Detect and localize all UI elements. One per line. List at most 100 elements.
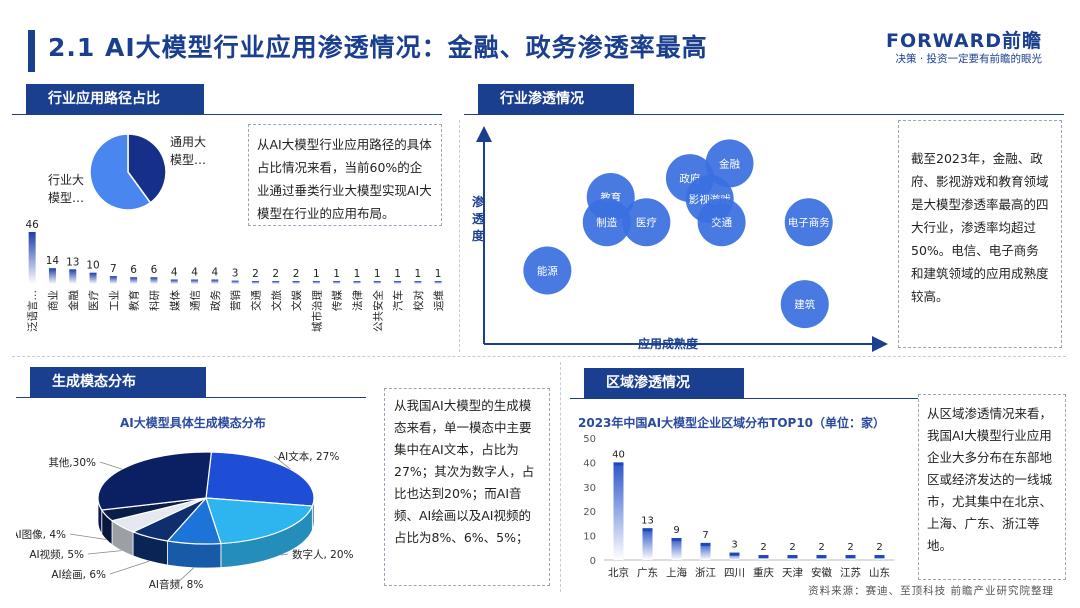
category-label: 教育	[128, 290, 141, 311]
bar-value-label: 2	[789, 542, 795, 553]
bubble	[705, 139, 754, 188]
bar-value-label: 1	[313, 268, 320, 280]
bar-cap	[845, 555, 856, 559]
bar	[191, 279, 199, 284]
bubble-label: 制造	[596, 216, 617, 229]
leader-line	[109, 560, 150, 575]
bar-value-label: 1	[394, 268, 401, 280]
bar-value-label: 40	[612, 449, 625, 460]
bar	[394, 281, 402, 284]
modality-chart-title: AI大模型具体生成模态分布	[120, 416, 266, 430]
section-head-penetration: 行业渗透情况	[478, 84, 634, 114]
x-axis-label: 应用成熟度	[638, 336, 699, 351]
bubble	[523, 246, 572, 295]
bar-cap	[613, 462, 624, 466]
pie-slice	[89, 133, 152, 211]
category-label: 媒体	[168, 290, 181, 311]
note-path-share: 从AI大模型行业应用路径的具体占比情况来看，当前60%的企业通过垂类行业大模型实…	[248, 124, 442, 226]
bar	[170, 279, 178, 284]
bar-cap	[874, 555, 885, 559]
bar	[150, 277, 158, 284]
category-label: 浙江	[695, 567, 716, 579]
category-label: 营销	[229, 290, 242, 311]
bar-value-label: 14	[46, 255, 60, 267]
bubble-label: 医疗	[636, 216, 658, 229]
bar-cap	[758, 555, 769, 559]
bar	[671, 538, 682, 560]
bar-value-label: 2	[272, 268, 279, 280]
bar-value-label: 4	[191, 266, 198, 278]
section-head-modality: 生成模态分布	[30, 367, 206, 397]
section-underline	[570, 398, 930, 399]
industry-bar-chart: 46 泛语言… 14 商业 13 金融 10 医疗 7 工业 6 教育 6 科研 4 媒体 4 通信 4 政务 3 营销 2…	[25, 219, 445, 332]
category-label: 法律	[351, 290, 364, 311]
category-label: 泛语言…	[26, 290, 39, 332]
category-label: 科研	[148, 290, 161, 311]
bubble-label: 建筑	[794, 298, 815, 311]
bar	[312, 281, 320, 284]
pie-slice	[205, 451, 315, 507]
leader-line	[99, 461, 123, 470]
pie-label: AI音频, 8%	[149, 578, 204, 591]
category-label: 江苏	[840, 566, 861, 579]
bar-value-label: 2	[818, 542, 824, 553]
category-label: 交通	[249, 290, 262, 311]
pie-label: 数字人, 20%	[292, 548, 354, 561]
bar	[109, 276, 117, 284]
y-tick-label: 30	[583, 483, 596, 494]
leader-line	[87, 550, 122, 555]
section-head-path-share: 行业应用路径占比	[26, 84, 204, 114]
source-note: 资料来源：赛迪、至顶科技 前瞻产业研究院整理	[808, 585, 1054, 597]
section-underline	[464, 114, 1064, 115]
bar-cap	[642, 528, 653, 532]
modality-pie-chart: AI文本, 27% 数字人, 20% AI音频, 8% AI绘画, 6% AI视频, 5…	[16, 450, 354, 591]
divider-vertical	[459, 120, 460, 352]
bar	[69, 269, 77, 284]
y-tick-label: 20	[583, 507, 596, 518]
section-underline	[16, 397, 366, 398]
bar-value-label: 2	[876, 542, 882, 553]
section-head-region: 区域渗透情况	[584, 368, 744, 398]
pie-slice	[127, 133, 167, 204]
bar	[700, 542, 711, 560]
bubble	[780, 280, 829, 329]
category-label: 汽车	[392, 290, 405, 311]
bar	[251, 281, 259, 284]
bar-value-label: 13	[641, 515, 654, 526]
pie-label: AI文本, 27%	[278, 450, 339, 463]
category-label: 天津	[782, 567, 803, 579]
category-label: 重庆	[753, 566, 774, 579]
region-chart-title: 2023年中国AI大模型企业区域分布TOP10（单位：家）	[578, 416, 886, 430]
y-tick-label: 10	[583, 532, 596, 543]
category-label: 城市治理	[310, 290, 323, 332]
bar-value-label: 3	[232, 268, 239, 280]
pie-label: 通用大模型…	[170, 135, 206, 167]
leader-line	[69, 533, 107, 540]
category-label: 商业	[46, 290, 59, 311]
bar-value-label: 1	[374, 268, 381, 280]
category-label: 公共安全	[371, 290, 384, 332]
bubble	[582, 198, 631, 247]
bar-cap	[729, 552, 740, 556]
brand-tagline: 决策 · 投资一定要有前瞻的眼光	[895, 53, 1042, 65]
bar-value-label: 7	[702, 530, 708, 541]
category-label: 政务	[209, 290, 222, 311]
bar	[211, 279, 219, 284]
section-underline	[12, 114, 442, 115]
bar-value-label: 6	[151, 264, 158, 276]
pie-slice	[97, 451, 213, 511]
category-label: 校对	[412, 290, 425, 311]
bar-value-label: 10	[86, 260, 99, 272]
bar-value-label: 3	[731, 540, 737, 551]
bar	[613, 462, 624, 560]
bar	[333, 281, 341, 284]
bar-value-label: 46	[25, 219, 39, 231]
divider-vertical	[560, 362, 561, 592]
page-title: 2.1 AI大模型行业应用渗透情况：金融、政务渗透率最高	[48, 33, 708, 62]
bar	[28, 232, 36, 284]
note-modality: 从我国AI大模型的生成模态来看，单一模态中主要集中在AI文本，占比为27%；其次…	[384, 388, 550, 586]
category-label: 上海	[666, 566, 687, 579]
pie-slice	[205, 497, 314, 545]
y-axis-label: 渗透度	[472, 194, 485, 243]
region-bar-chart: 0 10 20 30 40 50 40 北京 13 广东 9 上海 7 浙江 3 四川 2 重庆 2 天津 2 安徽 2 江苏…	[583, 434, 894, 579]
